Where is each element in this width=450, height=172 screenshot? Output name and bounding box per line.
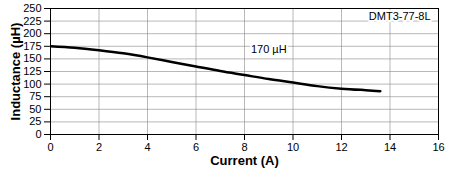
svg-text:225: 225 <box>23 15 41 27</box>
svg-text:10: 10 <box>287 141 299 153</box>
svg-text:DMT3-77-8L: DMT3-77-8L <box>369 10 431 22</box>
svg-text:2: 2 <box>96 141 102 153</box>
svg-text:14: 14 <box>384 141 396 153</box>
svg-text:Current (A): Current (A) <box>210 153 279 168</box>
svg-text:50: 50 <box>29 103 41 115</box>
svg-text:250: 250 <box>23 2 41 14</box>
svg-text:170 µH: 170 µH <box>251 43 287 55</box>
svg-text:0: 0 <box>35 128 41 140</box>
svg-text:8: 8 <box>241 141 247 153</box>
svg-text:6: 6 <box>193 141 199 153</box>
svg-text:16: 16 <box>432 141 444 153</box>
svg-text:175: 175 <box>23 40 41 52</box>
svg-text:25: 25 <box>29 115 41 127</box>
svg-text:200: 200 <box>23 27 41 39</box>
svg-text:Inductance (µH): Inductance (µH) <box>8 23 23 121</box>
svg-text:75: 75 <box>29 90 41 102</box>
svg-text:12: 12 <box>335 141 347 153</box>
svg-text:100: 100 <box>23 78 41 90</box>
svg-text:150: 150 <box>23 52 41 64</box>
svg-text:4: 4 <box>144 141 150 153</box>
svg-text:125: 125 <box>23 65 41 77</box>
svg-text:0: 0 <box>47 141 53 153</box>
